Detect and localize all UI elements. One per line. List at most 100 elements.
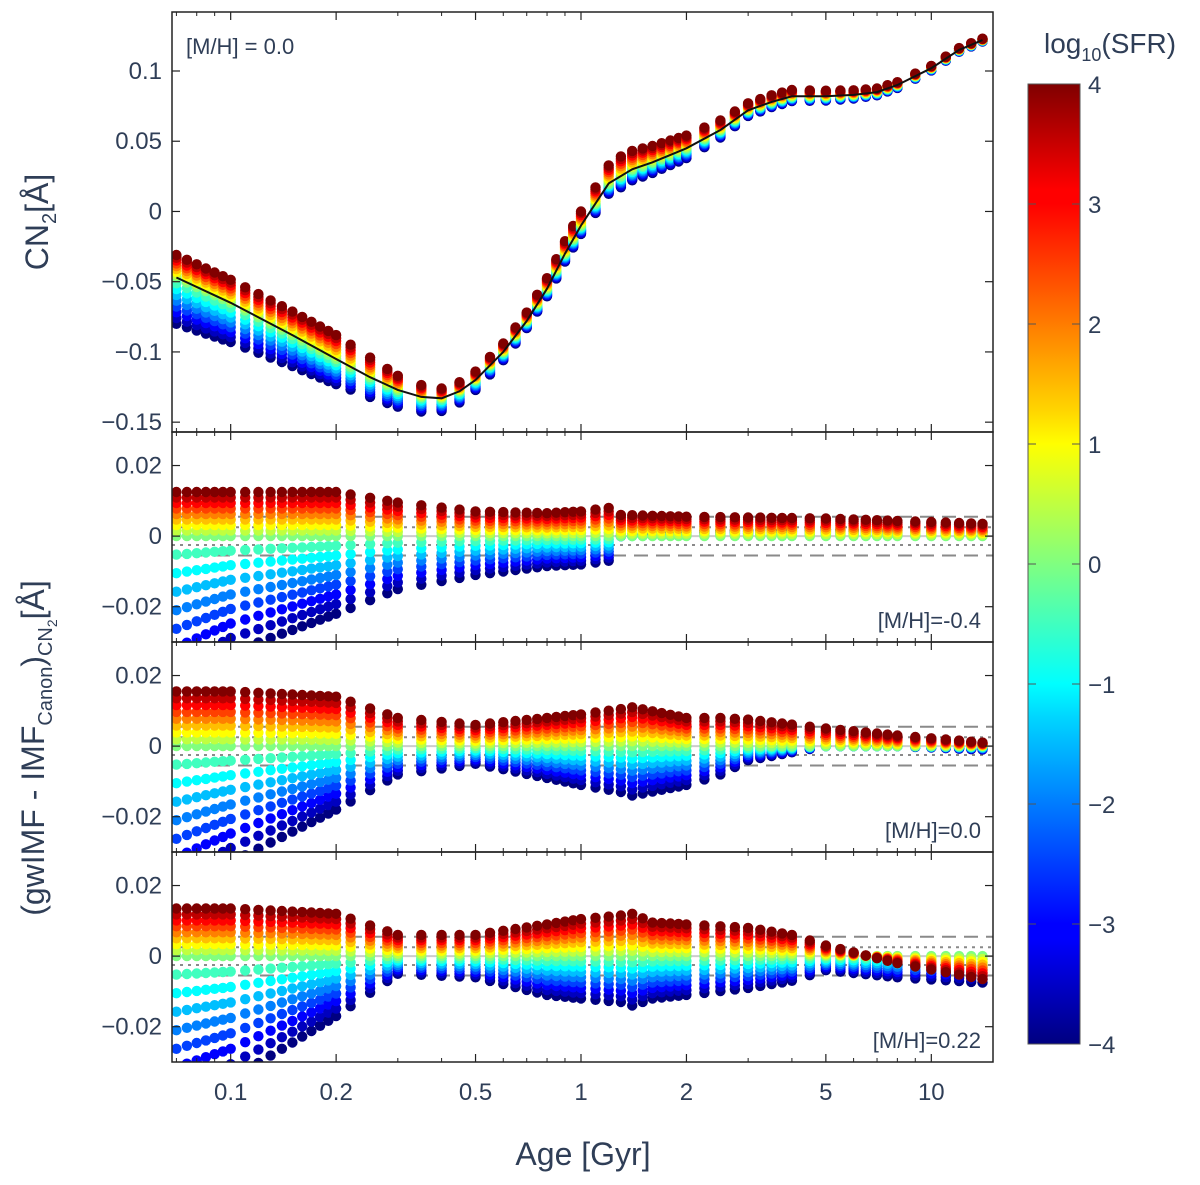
data-point	[297, 542, 308, 553]
data-point	[253, 753, 264, 765]
data-point	[314, 977, 326, 988]
data-point	[314, 785, 326, 797]
scatter-points	[171, 686, 988, 893]
data-point	[330, 756, 342, 768]
y-tick-label: 0	[149, 523, 162, 550]
data-point	[265, 543, 276, 554]
data-point	[265, 1038, 276, 1049]
data-point	[314, 321, 326, 332]
data-point	[382, 363, 393, 375]
data-point	[673, 711, 684, 722]
data-point	[364, 538, 376, 550]
data-point	[287, 794, 298, 805]
data-point	[306, 552, 317, 563]
data-point	[551, 917, 562, 929]
data-point	[171, 871, 181, 881]
data-point	[200, 984, 212, 995]
data-point	[172, 796, 182, 807]
data-point	[265, 1025, 276, 1036]
data-point	[330, 540, 342, 551]
plot-area-top	[172, 33, 988, 417]
data-point	[200, 1001, 212, 1012]
data-point	[306, 1016, 317, 1027]
data-point	[953, 735, 965, 746]
data-point	[265, 295, 276, 306]
data-point	[345, 575, 356, 587]
data-point	[345, 557, 356, 569]
data-point	[287, 306, 298, 317]
data-point	[181, 812, 193, 823]
data-point	[345, 584, 356, 596]
x-tick-label: 10	[918, 1079, 945, 1106]
data-point	[323, 808, 334, 819]
data-point	[860, 514, 871, 525]
data-point	[330, 973, 342, 984]
data-point	[323, 1015, 334, 1026]
data-point	[627, 908, 638, 919]
data-point	[656, 138, 667, 149]
data-point	[217, 998, 229, 1009]
data-point	[910, 961, 921, 972]
panel-label: [M/H]=0.0	[885, 818, 981, 843]
data-point	[276, 985, 288, 997]
data-point	[253, 779, 264, 790]
data-point	[225, 574, 236, 585]
data-point	[192, 667, 202, 677]
data-point	[364, 546, 376, 558]
data-point	[699, 920, 710, 931]
data-point	[265, 801, 276, 812]
data-point	[603, 911, 614, 922]
data-point	[265, 620, 276, 631]
data-point	[470, 506, 481, 517]
data-point	[225, 813, 236, 825]
data-point	[729, 713, 741, 724]
data-point	[364, 595, 376, 606]
data-point	[297, 621, 308, 632]
data-point	[848, 726, 859, 737]
data-point	[510, 715, 521, 727]
data-point	[240, 614, 251, 625]
data-point	[191, 259, 202, 270]
data-point	[265, 975, 276, 987]
data-point	[200, 486, 212, 498]
data-point	[627, 702, 638, 713]
data-point	[182, 883, 192, 893]
data-point	[330, 796, 342, 807]
data-point	[225, 903, 236, 914]
data-point	[297, 311, 308, 323]
data-point	[323, 749, 334, 760]
data-point	[253, 964, 264, 975]
data-point	[392, 370, 403, 381]
data-point	[715, 921, 726, 932]
data-point	[330, 958, 342, 969]
data-point	[323, 791, 334, 802]
data-point	[314, 994, 326, 1005]
data-point	[627, 145, 638, 157]
panel-mh-022: 0.020−0.02 [M/H]=0.22	[101, 851, 994, 1063]
data-point	[191, 616, 202, 627]
data-point	[265, 988, 276, 999]
data-point	[323, 983, 334, 994]
data-point	[314, 812, 326, 823]
data-point	[265, 607, 276, 618]
y-tick-label: 0.02	[115, 873, 162, 900]
diff-y-label-prefix: (gwIMF - IMF	[15, 726, 51, 916]
data-point	[306, 907, 317, 918]
data-point	[306, 788, 317, 799]
data-point	[306, 816, 317, 828]
data-point	[191, 599, 202, 610]
data-point	[225, 755, 236, 766]
data-point	[314, 541, 326, 552]
data-point	[265, 905, 276, 916]
data-point	[209, 1032, 220, 1044]
data-point	[454, 718, 465, 729]
data-point	[820, 940, 832, 951]
data-point	[209, 486, 220, 498]
data-point	[345, 548, 356, 560]
data-point	[647, 917, 658, 928]
data-point	[345, 539, 356, 551]
data-point	[287, 751, 298, 762]
data-point	[314, 968, 326, 979]
data-point	[217, 786, 229, 797]
data-point	[297, 598, 308, 609]
